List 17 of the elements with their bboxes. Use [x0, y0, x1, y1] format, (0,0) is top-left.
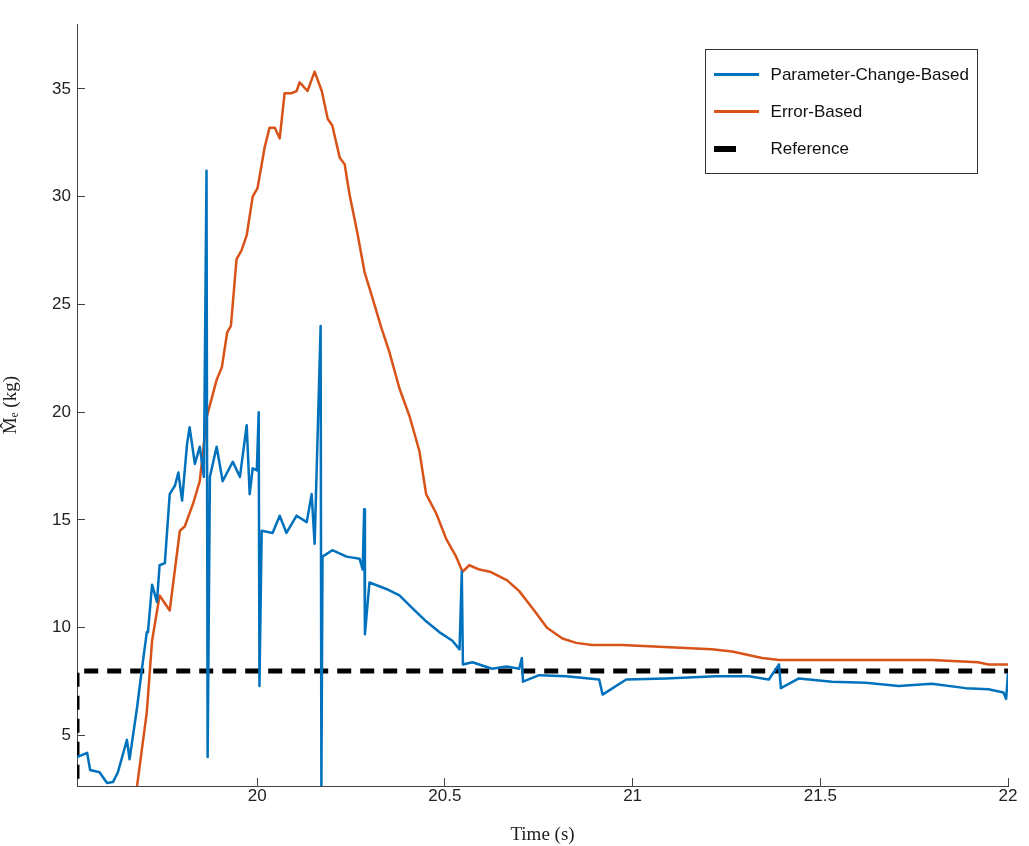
x-axis-title: Time (s)	[510, 822, 575, 845]
legend-label: Error-Based	[770, 101, 863, 122]
y-tick-label: 25	[52, 294, 71, 314]
x-tick-label: 21.5	[803, 785, 837, 805]
x-tick-label: 20	[247, 785, 267, 805]
legend-label: Reference	[770, 138, 849, 159]
y-tick-label: 30	[52, 186, 71, 206]
y-tick-label: 10	[52, 617, 71, 637]
x-tick-label: 21	[623, 785, 643, 805]
x-tick-label: 20.5	[428, 785, 462, 805]
y-tick-label: 35	[52, 78, 71, 98]
y-tick-label: 5	[61, 725, 71, 745]
y-axis-title: M̂ₑ (kg)	[0, 376, 22, 435]
x-tick-label: 22	[998, 785, 1018, 805]
legend-label: Parameter-Change-Based	[770, 64, 969, 85]
y-tick-label: 15	[52, 509, 71, 529]
y-tick-label: 20	[52, 401, 71, 421]
